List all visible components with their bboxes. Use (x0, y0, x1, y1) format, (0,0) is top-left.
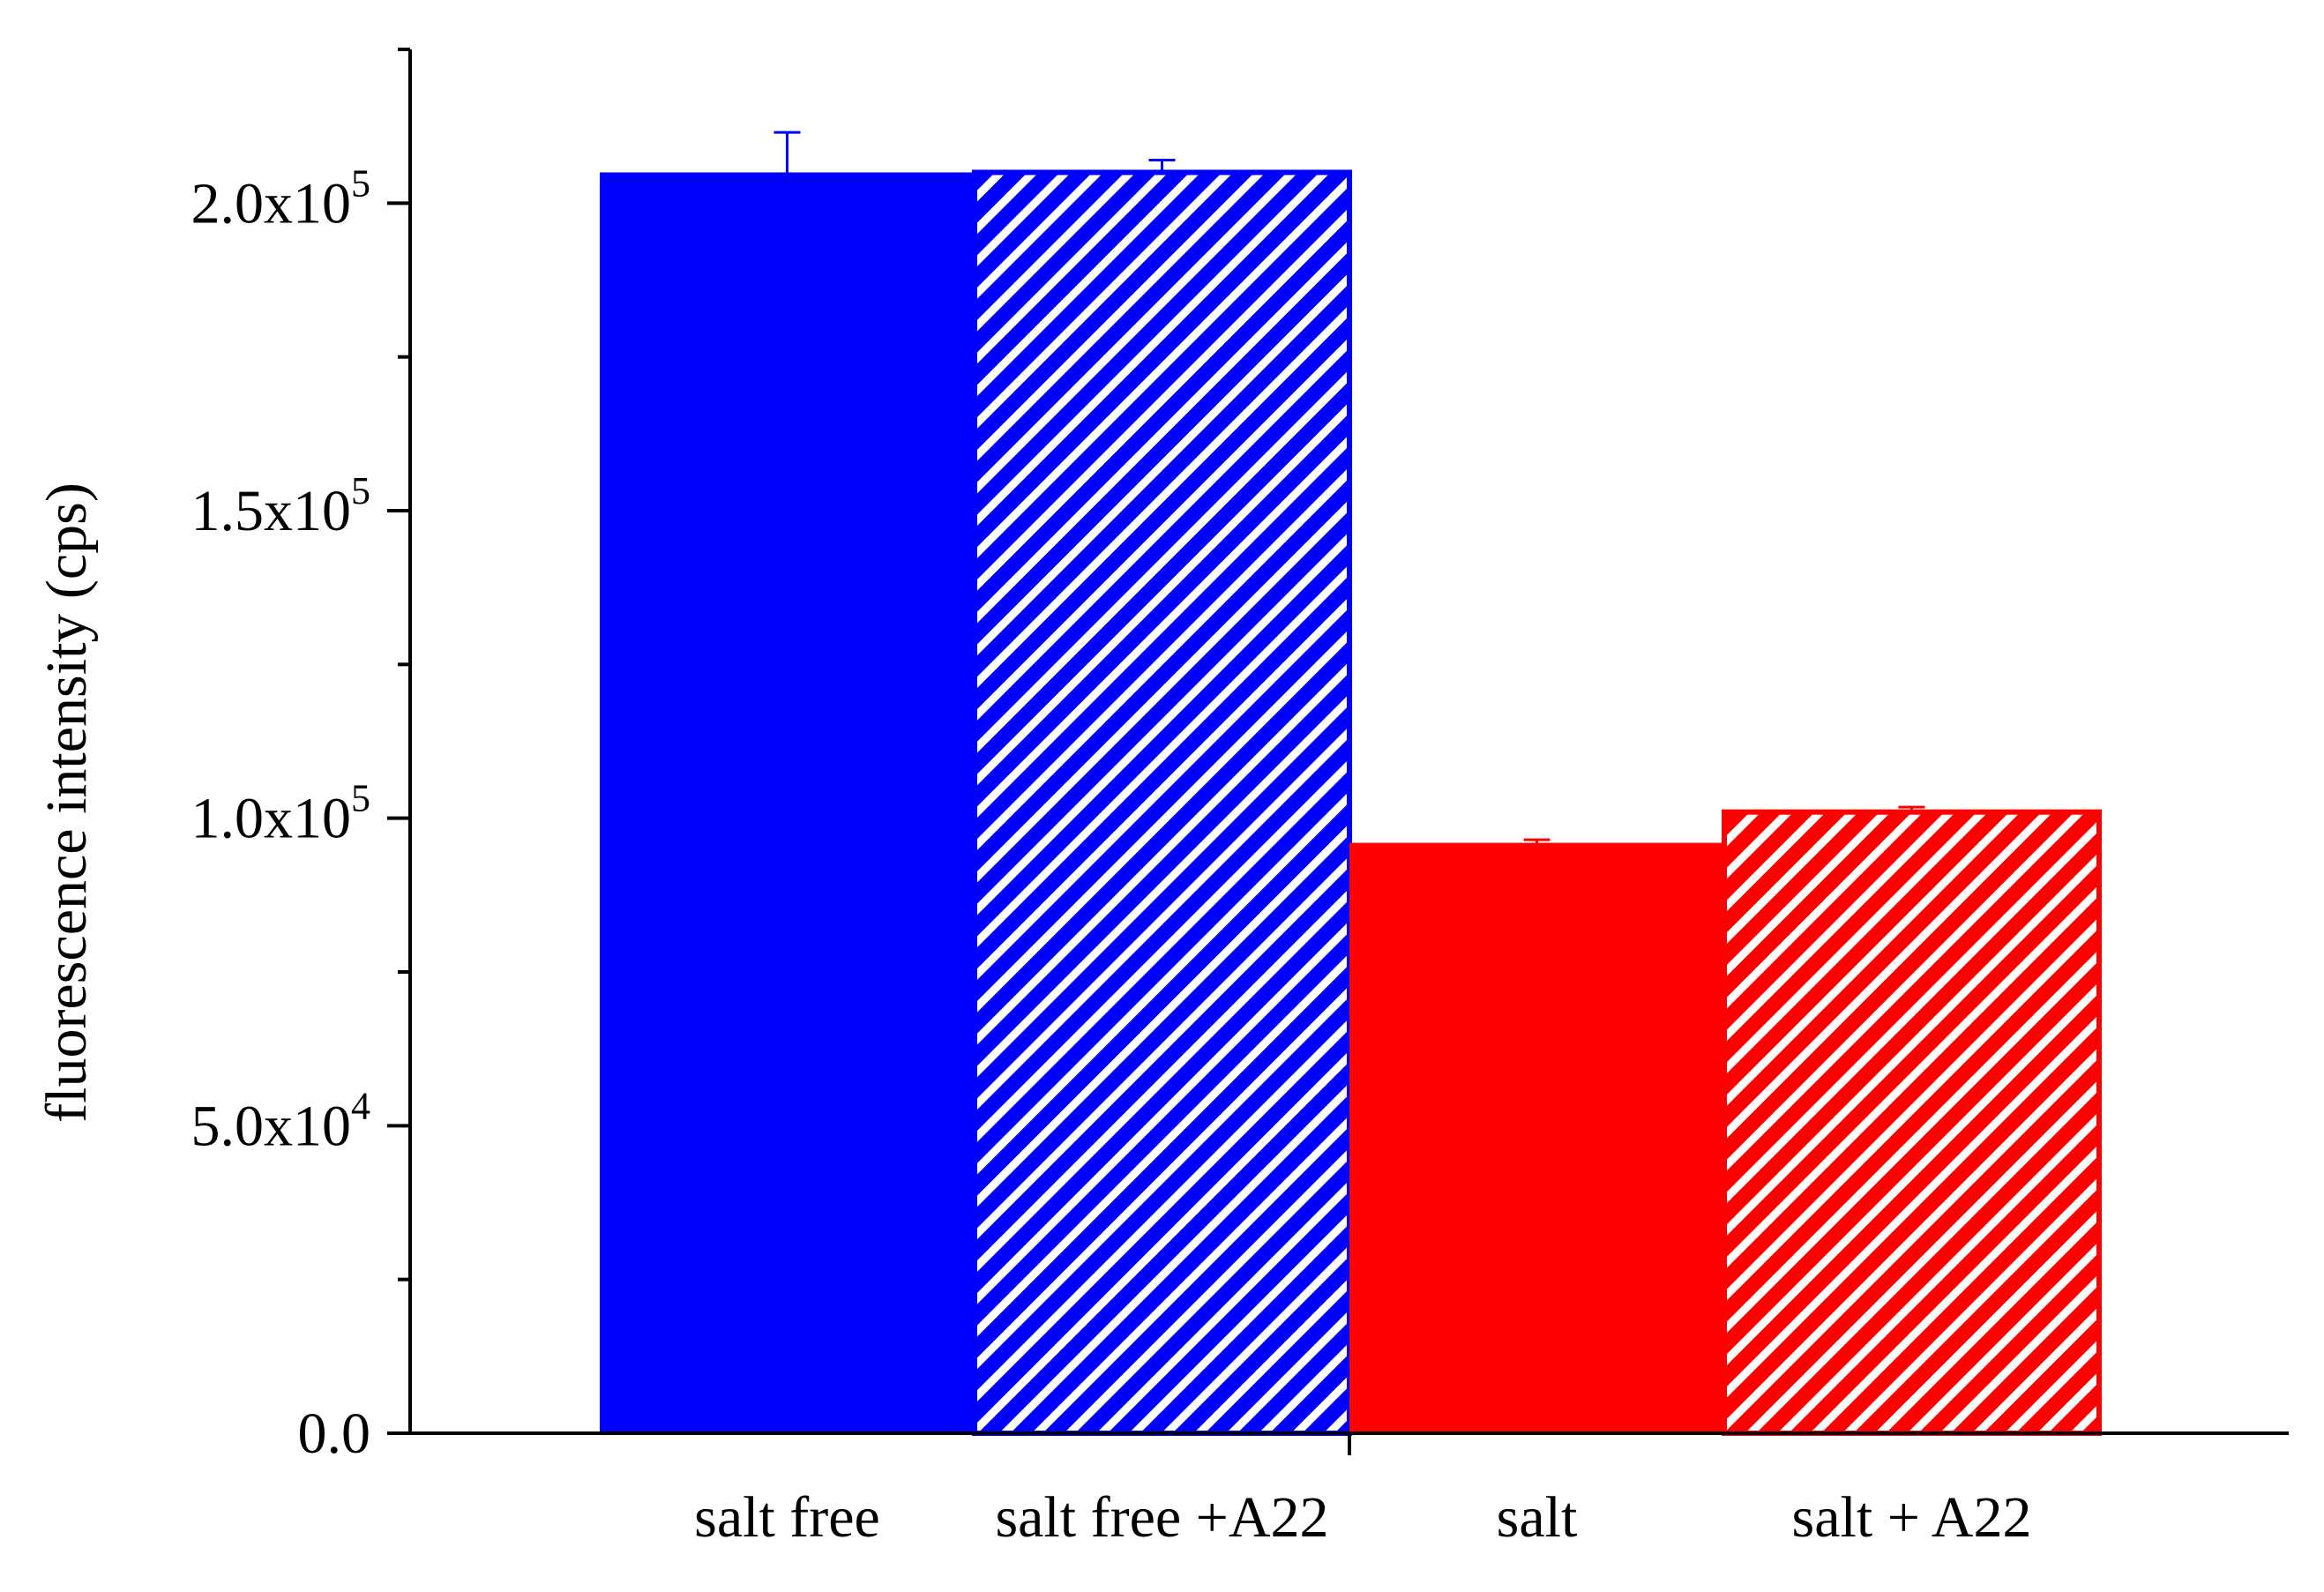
y-tick-label: 1.5x105 (191, 469, 371, 543)
error-bar-4 (1898, 805, 1925, 812)
x-tick-label-2: salt free +A22 (995, 1485, 1328, 1550)
bars (600, 169, 2102, 1436)
error-bar-1 (773, 131, 801, 173)
bar-1 (600, 172, 975, 1433)
y-tick-label: 0.0 (298, 1401, 371, 1466)
error-bar-2 (1148, 159, 1176, 173)
x-tick-label-4: salt + A22 (1792, 1485, 2032, 1550)
x-tick-label-3: salt (1497, 1485, 1578, 1550)
y-axis-label: fluorescence intensity (cps) (34, 482, 99, 1123)
bar-2 (972, 169, 1352, 1436)
y-tick-label: 2.0x105 (191, 161, 371, 235)
bar-3 (1349, 842, 1724, 1433)
error-bar-3 (1523, 838, 1551, 843)
y-tick-label: 5.0x104 (191, 1084, 371, 1158)
error-bars (773, 131, 1925, 843)
x-ticks: salt free salt free +A22 salt salt + A22 (694, 1433, 2031, 1550)
y-tick-label: 1.0x105 (191, 777, 371, 851)
bar-4 (1722, 809, 2102, 1436)
x-tick-label-1: salt free (694, 1485, 880, 1550)
y-ticks: 0.0 5.0x104 1.0x105 1.5x105 2.0x105 (191, 48, 410, 1466)
